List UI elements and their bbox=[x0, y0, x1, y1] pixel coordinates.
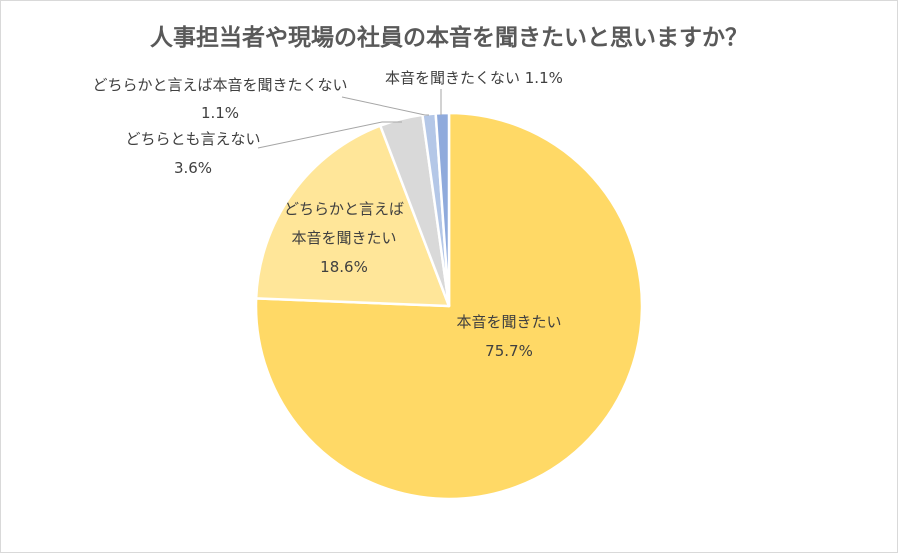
slice-label-1-line-1: 本音を聞きたい bbox=[291, 229, 396, 247]
pie-slices bbox=[254, 111, 644, 501]
slice-labels: 本音を聞きたい75.7%どちらかと言えば本音を聞きたい18.6%どちらとも言えな… bbox=[92, 69, 562, 360]
leader-line-2 bbox=[257, 121, 402, 149]
pie-slice-0 bbox=[254, 111, 644, 501]
pie-slice-1 bbox=[254, 124, 451, 308]
slice-value-1: 18.6% bbox=[320, 258, 368, 276]
leader-lines bbox=[257, 89, 442, 149]
chart-title: 人事担当者や現場の社員の本音を聞きたいと思いますか？ bbox=[150, 25, 748, 51]
slice-label-0-line-0: 本音を聞きたい bbox=[456, 313, 561, 331]
slice-label-4: 本音を聞きたくない 1.1% bbox=[385, 69, 563, 87]
leader-line-3 bbox=[341, 96, 429, 116]
slice-label-1-line-0: どちらかと言えば bbox=[284, 200, 404, 218]
slice-value-3: 1.1% bbox=[201, 104, 239, 122]
pie-slice-4 bbox=[434, 111, 451, 308]
slice-label-2-line-0: どちらとも言えない bbox=[125, 130, 260, 148]
slice-value-2: 3.6% bbox=[174, 159, 212, 177]
slice-label-3-line-0: どちらかと言えば本音を聞きたくない bbox=[92, 76, 347, 94]
slice-value-0: 75.7% bbox=[485, 342, 533, 360]
